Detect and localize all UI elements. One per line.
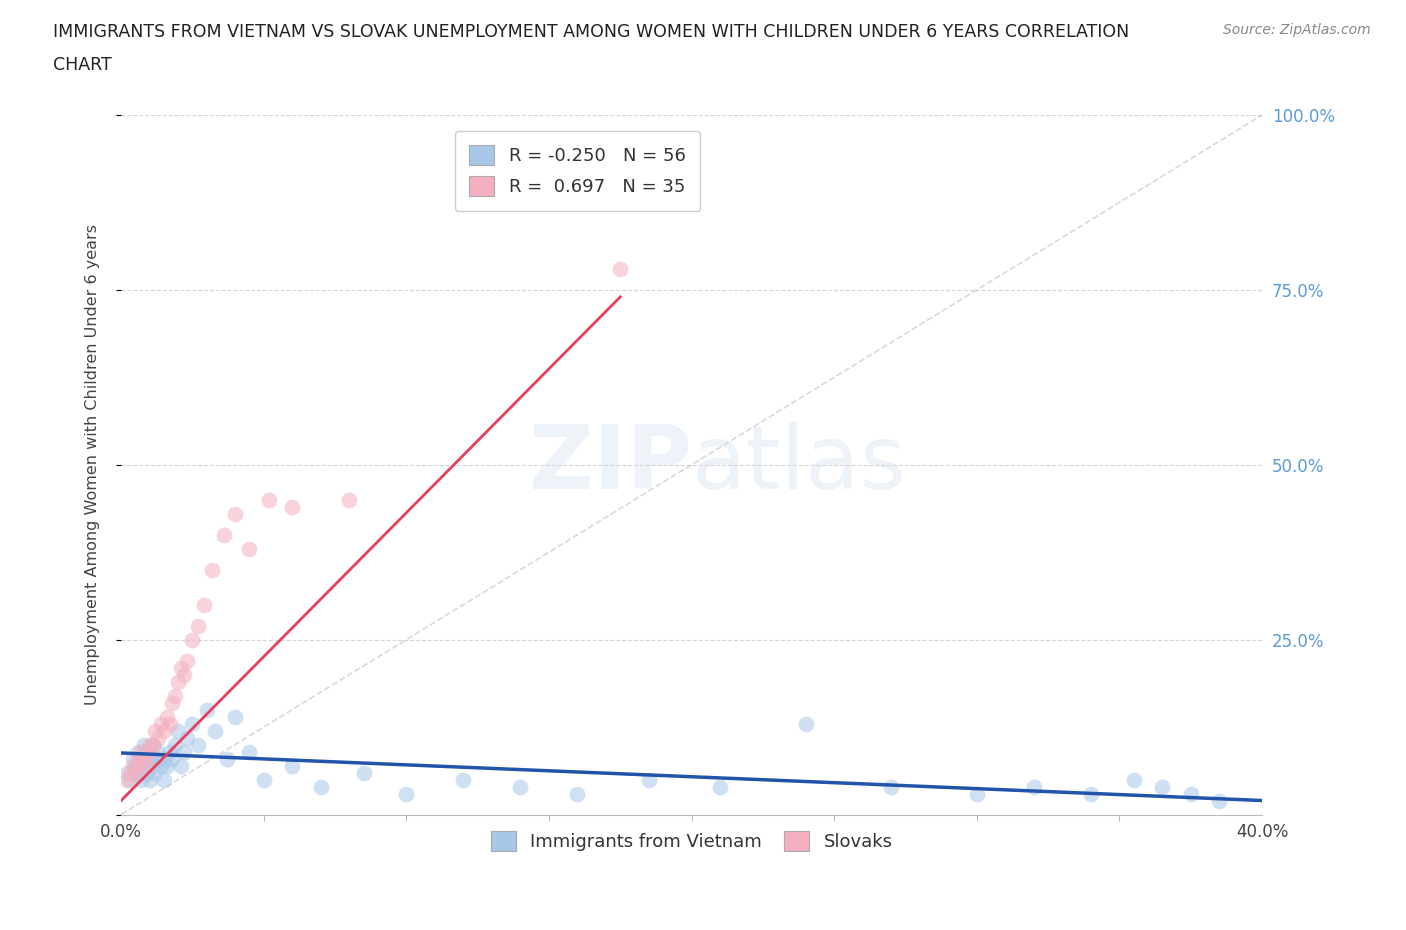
- Point: [224, 710, 246, 724]
- Point: [143, 751, 166, 766]
- Point: [181, 716, 204, 731]
- Text: CHART: CHART: [53, 56, 112, 73]
- Point: [127, 758, 149, 773]
- Point: [609, 261, 631, 276]
- Point: [165, 688, 187, 703]
- Point: [148, 730, 170, 745]
- Point: [187, 737, 209, 752]
- Point: [153, 724, 176, 738]
- Point: [238, 541, 260, 556]
- Point: [135, 758, 157, 773]
- Point: [509, 779, 531, 794]
- Point: [395, 786, 418, 801]
- Text: IMMIGRANTS FROM VIETNAM VS SLOVAK UNEMPLOYMENT AMONG WOMEN WITH CHILDREN UNDER 6: IMMIGRANTS FROM VIETNAM VS SLOVAK UNEMPL…: [53, 23, 1129, 41]
- Point: [141, 737, 163, 752]
- Point: [138, 744, 160, 759]
- Point: [309, 779, 332, 794]
- Point: [153, 751, 176, 766]
- Point: [167, 674, 190, 689]
- Point: [253, 772, 276, 787]
- Point: [115, 772, 138, 787]
- Point: [135, 744, 157, 759]
- Point: [1022, 779, 1045, 794]
- Point: [115, 765, 138, 780]
- Point: [121, 758, 143, 773]
- Point: [1122, 772, 1144, 787]
- Point: [224, 506, 246, 521]
- Point: [1208, 793, 1230, 808]
- Point: [141, 758, 163, 773]
- Point: [567, 786, 589, 801]
- Point: [148, 744, 170, 759]
- Point: [156, 758, 179, 773]
- Point: [121, 751, 143, 766]
- Point: [127, 765, 149, 780]
- Point: [118, 765, 141, 780]
- Point: [165, 737, 187, 752]
- Point: [143, 724, 166, 738]
- Point: [124, 765, 146, 780]
- Point: [135, 765, 157, 780]
- Point: [132, 737, 155, 752]
- Point: [170, 660, 193, 675]
- Y-axis label: Unemployment Among Women with Children Under 6 years: Unemployment Among Women with Children U…: [86, 224, 100, 705]
- Point: [215, 751, 238, 766]
- Point: [212, 527, 235, 542]
- Point: [156, 710, 179, 724]
- Point: [150, 716, 173, 731]
- Legend: Immigrants from Vietnam, Slovaks: Immigrants from Vietnam, Slovaks: [484, 824, 900, 858]
- Point: [141, 737, 163, 752]
- Point: [176, 653, 198, 668]
- Point: [353, 765, 375, 780]
- Point: [159, 744, 181, 759]
- Point: [204, 724, 226, 738]
- Point: [127, 751, 149, 766]
- Point: [1080, 786, 1102, 801]
- Point: [143, 765, 166, 780]
- Point: [153, 772, 176, 787]
- Point: [281, 499, 304, 514]
- Text: atlas: atlas: [692, 421, 907, 509]
- Point: [637, 772, 659, 787]
- Point: [201, 563, 224, 578]
- Point: [124, 758, 146, 773]
- Point: [794, 716, 817, 731]
- Point: [138, 737, 160, 752]
- Point: [281, 758, 304, 773]
- Point: [337, 492, 360, 507]
- Point: [1180, 786, 1202, 801]
- Text: Source: ZipAtlas.com: Source: ZipAtlas.com: [1223, 23, 1371, 37]
- Point: [173, 667, 195, 682]
- Point: [880, 779, 903, 794]
- Point: [170, 758, 193, 773]
- Point: [129, 772, 152, 787]
- Point: [150, 758, 173, 773]
- Point: [162, 751, 184, 766]
- Point: [187, 618, 209, 633]
- Point: [173, 744, 195, 759]
- Point: [138, 772, 160, 787]
- Point: [193, 597, 215, 612]
- Text: ZIP: ZIP: [529, 421, 692, 509]
- Point: [132, 758, 155, 773]
- Point: [127, 744, 149, 759]
- Point: [709, 779, 731, 794]
- Point: [1152, 779, 1174, 794]
- Point: [138, 751, 160, 766]
- Point: [129, 744, 152, 759]
- Point: [162, 695, 184, 710]
- Point: [238, 744, 260, 759]
- Point: [453, 772, 475, 787]
- Point: [118, 772, 141, 787]
- Point: [181, 632, 204, 647]
- Point: [167, 724, 190, 738]
- Point: [132, 751, 155, 766]
- Point: [966, 786, 988, 801]
- Point: [129, 751, 152, 766]
- Point: [259, 492, 281, 507]
- Point: [159, 716, 181, 731]
- Point: [176, 730, 198, 745]
- Point: [195, 702, 218, 717]
